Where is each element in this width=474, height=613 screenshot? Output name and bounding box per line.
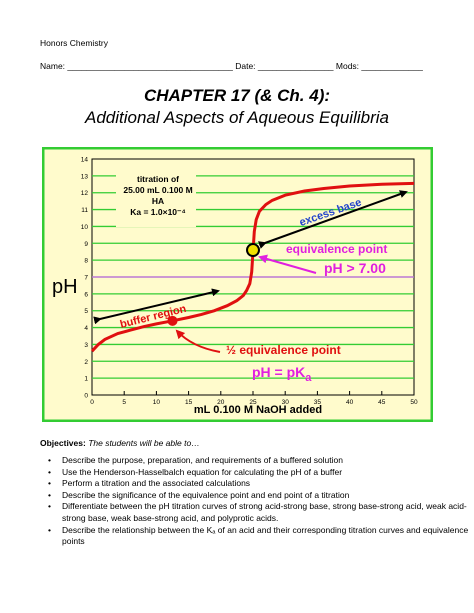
objective-item: Perform a titration and the associated c… <box>48 478 472 490</box>
titration-line-3: HA <box>152 196 164 206</box>
x-tick-label: 25 <box>249 399 257 406</box>
chapter-title: CHAPTER 17 (& Ch. 4): <box>143 86 331 105</box>
x-tick-label: 20 <box>217 399 225 406</box>
y-tick-label: 12 <box>81 190 89 197</box>
excess-base-arrow <box>257 190 408 249</box>
y-tick-label: 8 <box>84 258 88 265</box>
x-tick-label: 40 <box>346 399 354 406</box>
course-name: Honors Chemistry <box>40 38 109 48</box>
y-tick-label: 1 <box>84 376 88 383</box>
x-tick-label: 50 <box>410 399 418 406</box>
y-tick-label: 9 <box>84 241 88 248</box>
ph-equals-pka-text: pH = pK <box>252 364 305 380</box>
x-axis-label: mL 0.100 M NaOH added <box>194 404 322 416</box>
y-tick-label: 14 <box>81 157 89 164</box>
half-equivalence-label: ½ equivalence point <box>226 343 341 357</box>
y-tick-label: 6 <box>84 291 88 298</box>
x-tick-label: 35 <box>314 399 322 406</box>
titration-line-2: 25.00 mL 0.100 M <box>123 185 192 195</box>
x-tick-label: 5 <box>122 399 126 406</box>
x-tick-label: 30 <box>282 399 290 406</box>
objectives-list: Describe the purpose, preparation, and r… <box>40 455 472 548</box>
objectives-label: Objectives: <box>40 438 86 448</box>
x-tick-label: 45 <box>378 399 386 406</box>
ph-equals-pka-label: pH = pKa <box>252 364 312 384</box>
objective-item: Describe the relationship between the Kₐ… <box>48 525 472 548</box>
objective-item: Describe the purpose, preparation, and r… <box>48 455 472 467</box>
equivalence-point-arrow <box>258 254 317 274</box>
y-tick-label: 7 <box>84 275 88 282</box>
half-equivalence-arrow <box>175 329 221 353</box>
half-equivalence-point-marker <box>167 315 178 326</box>
equivalence-point-label: equivalence point <box>286 242 387 256</box>
x-tick-label: 10 <box>153 399 161 406</box>
objective-item: Differentiate between the pH titration c… <box>48 501 472 524</box>
titration-line-4: Ka = 1.0×10⁻⁴ <box>130 207 185 217</box>
x-tick-label: 0 <box>90 399 94 406</box>
objectives-intro: The students will be able to… <box>85 438 200 448</box>
name-date-mods-line: Name: __________________________________… <box>40 61 423 71</box>
objective-item: Describe the significance of the equival… <box>48 490 472 502</box>
y-tick-label: 3 <box>84 342 88 349</box>
y-tick-label: 4 <box>84 325 88 332</box>
ph-equals-pka-subscript: a <box>305 372 312 384</box>
y-tick-label: 5 <box>84 308 88 315</box>
titration-curve-figure: 0 1 2 3 4 5 6 7 8 9 10 11 12 13 14 0 5 10 15 20 25 30 35 40 45 50… <box>41 146 434 423</box>
titration-info-box: titration of 25.00 mL 0.100 M HA Ka = 1.… <box>116 173 196 227</box>
objective-item: Use the Henderson-Hasselbalch equation f… <box>48 467 472 479</box>
y-tick-label: 0 <box>84 393 88 400</box>
titration-line-1: titration of <box>137 174 179 184</box>
buffer-region-arrow <box>93 288 220 325</box>
ph-greater-than-7-label: pH > 7.00 <box>324 260 386 276</box>
y-tick-label: 13 <box>81 173 89 180</box>
equivalence-point-marker <box>246 243 260 258</box>
y-axis-label: pH <box>52 276 78 298</box>
y-tick-label: 11 <box>81 207 88 214</box>
chart-markers <box>167 243 260 326</box>
x-tick-label: 15 <box>185 399 193 406</box>
chapter-subtitle: Additional Aspects of Aqueous Equilibria <box>85 108 389 127</box>
y-tick-label: 2 <box>84 359 88 366</box>
chart-border <box>41 146 434 423</box>
objectives-heading: Objectives: The students will be able to… <box>40 438 200 448</box>
y-tick-label: 10 <box>81 224 89 231</box>
